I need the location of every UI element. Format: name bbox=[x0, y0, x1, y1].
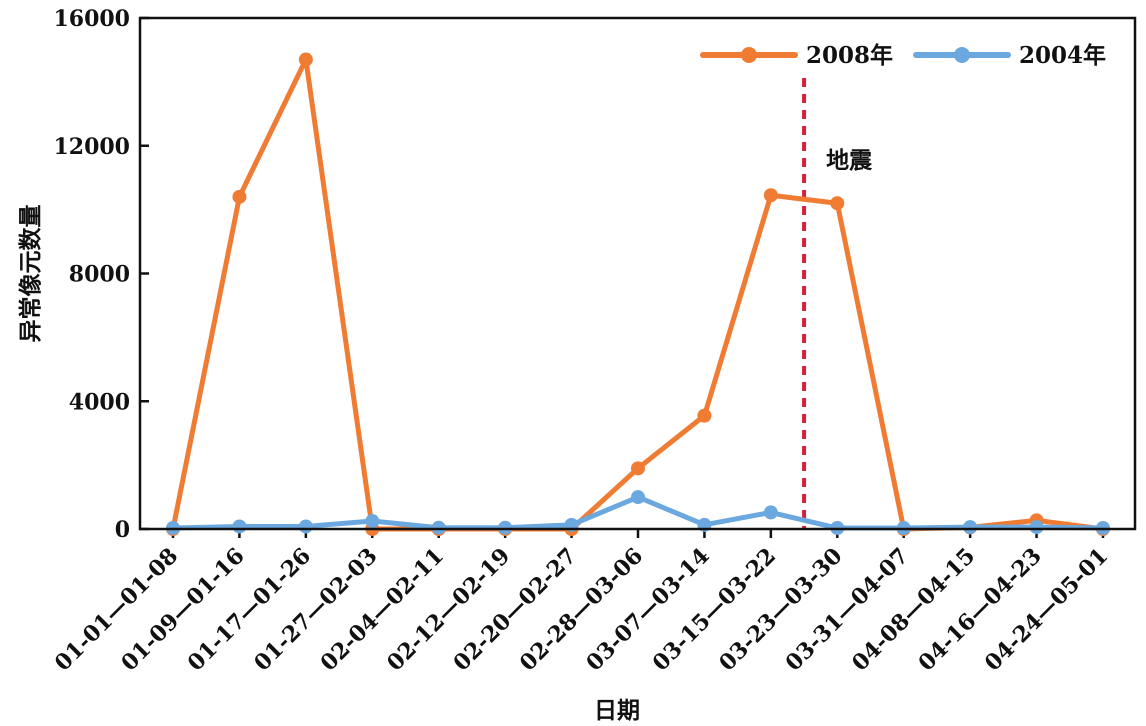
legend-swatch-marker bbox=[741, 47, 757, 63]
data-point bbox=[697, 408, 712, 423]
data-point bbox=[431, 520, 446, 535]
data-point bbox=[365, 514, 380, 529]
data-point bbox=[763, 188, 778, 203]
y-tick-label: 16000 bbox=[53, 6, 130, 32]
x-axis-title: 日期 bbox=[594, 698, 640, 724]
series-layer bbox=[166, 52, 1110, 536]
y-tick-label: 8000 bbox=[69, 262, 130, 288]
data-point bbox=[298, 52, 313, 67]
data-point bbox=[498, 520, 513, 535]
data-point bbox=[232, 189, 247, 204]
y-tick-label: 0 bbox=[115, 517, 130, 543]
data-point bbox=[298, 519, 313, 534]
data-point bbox=[830, 196, 845, 211]
series-2008 bbox=[166, 52, 1110, 536]
series-line bbox=[170, 57, 1104, 532]
data-point bbox=[631, 490, 645, 505]
x-tick-label: 04-24—05-01 bbox=[980, 543, 1113, 676]
y-tick-label: 4000 bbox=[69, 389, 130, 415]
y-tick-label: 12000 bbox=[53, 134, 130, 160]
data-point bbox=[631, 461, 645, 476]
legend: 2008年 2004年 bbox=[700, 42, 1106, 69]
data-point bbox=[232, 519, 247, 534]
data-point bbox=[763, 505, 778, 520]
data-point bbox=[1029, 520, 1044, 535]
x-axis-ticks: 01-01—01-0801-09—01-1601-17—01-2601-27—0… bbox=[50, 529, 1113, 676]
legend-label: 2008年 bbox=[806, 42, 893, 69]
data-point bbox=[963, 520, 978, 535]
legend-swatch-marker bbox=[954, 47, 970, 63]
legend-label: 2004年 bbox=[1019, 42, 1106, 69]
y-axis-ticks: 0 4000 8000 12000 16000 bbox=[53, 6, 149, 543]
y-axis-title: 异常像元数量 bbox=[17, 205, 44, 343]
plot-frame bbox=[138, 16, 1137, 531]
legend-item: 2008年 bbox=[700, 42, 893, 69]
earthquake-annotation: 地震 bbox=[826, 148, 873, 174]
legend-item: 2004年 bbox=[913, 42, 1106, 69]
annotation-layer: 地震 bbox=[802, 78, 873, 529]
